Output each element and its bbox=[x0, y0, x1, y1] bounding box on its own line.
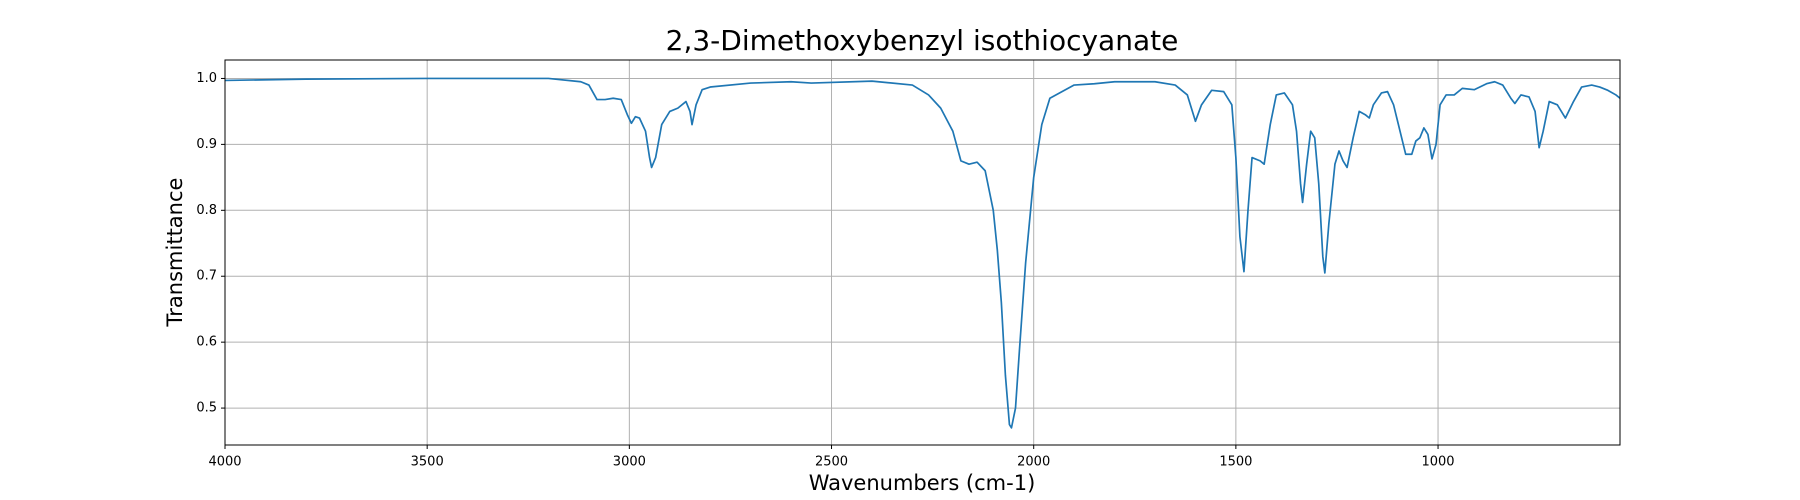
y-axis-label: Transmittance bbox=[163, 178, 187, 328]
chart-title: 2,3-Dimethoxybenzyl isothiocyanate bbox=[666, 24, 1179, 57]
x-tick-label: 3500 bbox=[411, 455, 444, 470]
x-tick-label: 3000 bbox=[613, 455, 646, 470]
x-tick-label: 1500 bbox=[1219, 455, 1252, 470]
x-tick-label: 4000 bbox=[208, 455, 241, 470]
y-tick-label: 1.0 bbox=[196, 71, 217, 86]
y-tick-label: 0.7 bbox=[196, 269, 217, 284]
plot-frame bbox=[224, 59, 1621, 446]
y-tick-label: 0.5 bbox=[196, 401, 217, 416]
x-tick-label: 1000 bbox=[1421, 455, 1454, 470]
x-tick-label: 2500 bbox=[815, 455, 848, 470]
x-tick-label: 2000 bbox=[1017, 455, 1050, 470]
spectrum-line bbox=[224, 77, 1621, 429]
x-axis-label: Wavenumbers (cm-1) bbox=[809, 471, 1036, 495]
y-tick-label: 0.9 bbox=[196, 137, 217, 152]
y-tick-label: 0.8 bbox=[196, 203, 217, 218]
y-tick-label: 0.6 bbox=[196, 335, 217, 350]
